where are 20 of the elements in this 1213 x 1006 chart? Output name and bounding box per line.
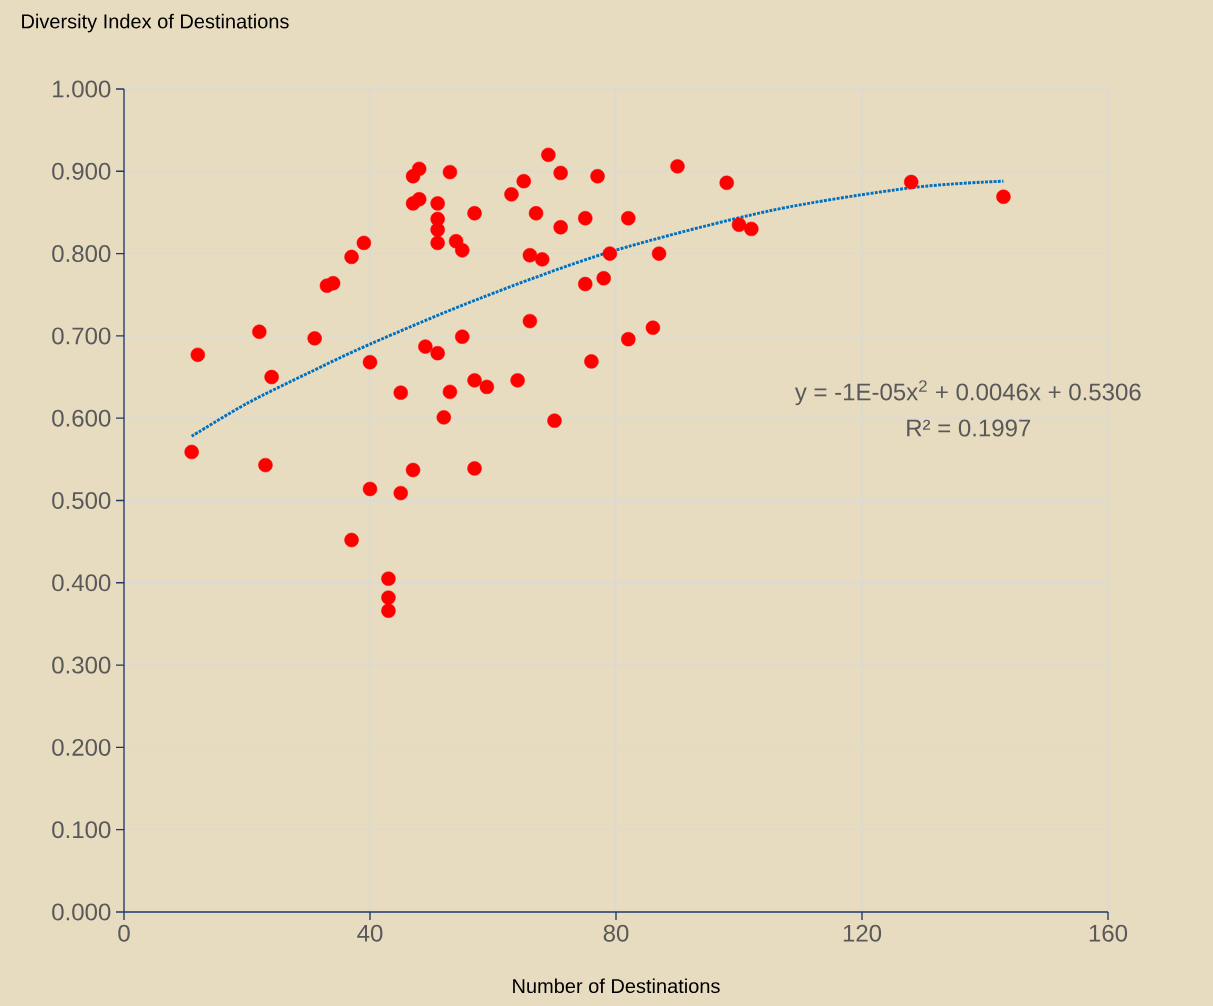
x-tick-label: 0 bbox=[118, 924, 130, 942]
y-tick-label: 0.700 bbox=[52, 327, 111, 345]
y-tick-label: 0.100 bbox=[52, 821, 111, 839]
x-axis-title: Number of Destinations bbox=[513, 978, 720, 994]
y-tick-label: 0.500 bbox=[52, 491, 111, 509]
y-tick-label: 0.600 bbox=[52, 409, 111, 427]
annotation: R² = 0.1997 bbox=[907, 419, 1031, 437]
y-tick-label: 0.300 bbox=[52, 656, 111, 674]
y-tick-label: 0.000 bbox=[52, 903, 111, 921]
y-tick-label: 1.000 bbox=[53, 80, 111, 98]
x-tick-label: 40 bbox=[357, 924, 383, 942]
annotation: y = -1E-05x$^{2}$ + 0.0046x + 0.5306 bbox=[794, 380, 1141, 406]
x-tick-label: 80 bbox=[603, 924, 629, 942]
x-tick-label: 160 bbox=[1089, 924, 1128, 942]
x-tick-label: 120 bbox=[843, 924, 882, 942]
y-axis-title: Diversity Index of Destinations bbox=[22, 13, 289, 33]
y-tick-label: 0.800 bbox=[52, 245, 111, 263]
y-tick-label: 0.400 bbox=[52, 574, 111, 592]
y-tick-label: 0.900 bbox=[52, 162, 111, 180]
y-tick-label: 0.200 bbox=[52, 738, 111, 756]
